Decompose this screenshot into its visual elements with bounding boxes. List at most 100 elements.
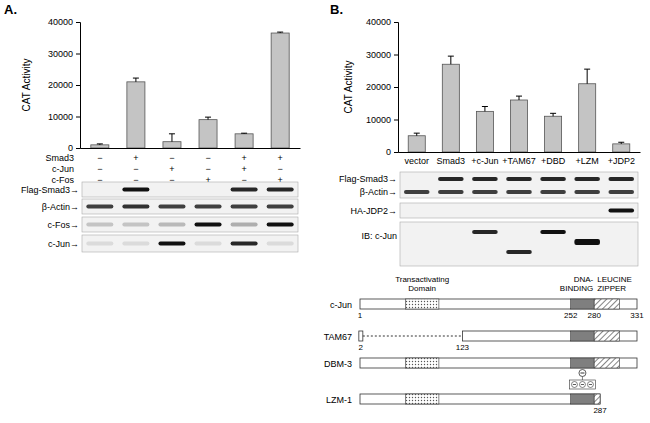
- blot-band: [267, 188, 294, 192]
- y-tick: 30000: [48, 49, 80, 59]
- mutation-marker: [579, 370, 586, 377]
- blot-band: [122, 242, 149, 246]
- y-tick: 0: [68, 143, 80, 153]
- blot-band: [158, 205, 185, 209]
- blot-label: c-Fos→: [48, 220, 80, 230]
- blot-band: [231, 205, 258, 209]
- error-bar-cap: [482, 106, 488, 107]
- error-bar-stem: [450, 56, 451, 64]
- blot-band: [574, 239, 600, 245]
- mutation-minus: [580, 373, 584, 374]
- x-tick: +JDP2: [608, 156, 635, 166]
- blot-band: [122, 223, 149, 227]
- y-axis-line: [394, 23, 399, 153]
- error-bar-cap: [133, 78, 139, 79]
- domain-label: ZIPPER: [597, 284, 626, 293]
- error-bar: [241, 133, 247, 135]
- blot-band: [540, 190, 566, 194]
- blot-band: [86, 205, 113, 209]
- y-tick-mark: [394, 152, 398, 153]
- error-bar-cap: [414, 133, 420, 134]
- bar: [163, 142, 181, 148]
- y-axis-line: [76, 23, 81, 149]
- y-tick: 0: [386, 147, 398, 157]
- error-bar: [97, 143, 103, 145]
- condition-sign: −: [133, 164, 138, 174]
- dna-binding-domain: [571, 358, 595, 368]
- construct-name: TAM67: [324, 332, 352, 342]
- transactivating-domain: [405, 394, 439, 404]
- leucine-zipper: [594, 331, 619, 341]
- blot-band: [404, 190, 430, 194]
- blot-band: [231, 223, 258, 227]
- bar: [613, 144, 630, 152]
- condition-sign: −: [205, 153, 210, 163]
- domain-label: Domain: [408, 284, 436, 293]
- leucine-zipper: [594, 394, 600, 404]
- domain-label: BINDING: [560, 284, 593, 293]
- blot-band: [438, 177, 464, 181]
- error-bar-cap: [516, 96, 522, 97]
- residue-number: 123: [456, 343, 470, 352]
- x-tick: +LZM: [576, 156, 599, 166]
- error-bar: [550, 113, 556, 116]
- blot-band: [195, 242, 222, 246]
- error-bar-stem: [484, 107, 485, 112]
- condition-sign: +: [169, 164, 174, 174]
- bar: [442, 64, 459, 152]
- condition-sign: −: [205, 164, 210, 174]
- dna-binding-domain: [571, 299, 595, 309]
- mutation-charge: [571, 382, 577, 388]
- blot-panel: [82, 235, 298, 252]
- leucine-zipper: [594, 358, 619, 368]
- transactivating-domain: [405, 299, 439, 309]
- blot-panel: [82, 182, 298, 197]
- blot-label: β-Actin→: [42, 202, 79, 212]
- blot-panel: [400, 203, 638, 218]
- error-bar: [482, 107, 488, 112]
- y-tick-mark: [76, 22, 80, 23]
- error-bar-cap: [97, 143, 103, 144]
- blot-band: [506, 250, 532, 254]
- y-tick-mark: [394, 55, 398, 56]
- y-tick-mark: [76, 85, 80, 86]
- blot-band: [267, 223, 294, 227]
- plot-area: [408, 56, 630, 152]
- blot-band: [472, 230, 498, 234]
- blot-band: [86, 223, 113, 227]
- construct-box: [360, 394, 600, 404]
- blot-band: [540, 177, 566, 181]
- error-bar-cap: [448, 56, 454, 57]
- residue-number: 1: [358, 311, 363, 320]
- condition-sign: −: [169, 153, 174, 163]
- y-axis: 010000200003000040000: [366, 17, 399, 157]
- y-axis-title: CAT Activity: [343, 61, 354, 114]
- panel-label: B.: [330, 2, 343, 17]
- error-bar: [584, 69, 590, 84]
- x-tick: vector: [404, 156, 429, 166]
- blot-panel: [82, 217, 298, 232]
- residue-number: 331: [630, 311, 644, 320]
- construct-name: DBM-3: [324, 359, 352, 369]
- panel-0: A.010000200003000040000CAT ActivitySmad3…: [4, 2, 301, 252]
- blot-band: [195, 205, 222, 209]
- residue-number: 280: [588, 311, 602, 320]
- leucine-zipper: [594, 299, 619, 309]
- y-tick-label: 10000: [48, 112, 73, 122]
- domain-label: LEUCINE: [597, 275, 632, 284]
- blot-panel: [82, 199, 298, 214]
- panel-1: B. 010000200003000040000 CAT Activity vecto…: [330, 2, 641, 266]
- x-tick-label: +LZM: [576, 156, 599, 166]
- construct-name: LZM-1: [326, 395, 352, 405]
- error-bar-stem: [135, 78, 136, 82]
- construct-name: c-Jun: [330, 300, 352, 310]
- blot-band: [231, 242, 258, 246]
- blot-band: [86, 242, 113, 246]
- x-axis: vectorSmad3+c-Jun+TAM67+DBD+LZM+JDP2: [399, 153, 641, 167]
- figure: A.010000200003000040000CAT ActivitySmad3…: [0, 0, 650, 423]
- x-axis: [81, 148, 301, 149]
- bar: [545, 116, 562, 152]
- blot-label: β-Actin→: [360, 187, 397, 197]
- blot-band: [608, 209, 634, 213]
- domain-diagram: TransactivatingDomainDNA-BINDINGLEUCINEZ…: [324, 275, 645, 415]
